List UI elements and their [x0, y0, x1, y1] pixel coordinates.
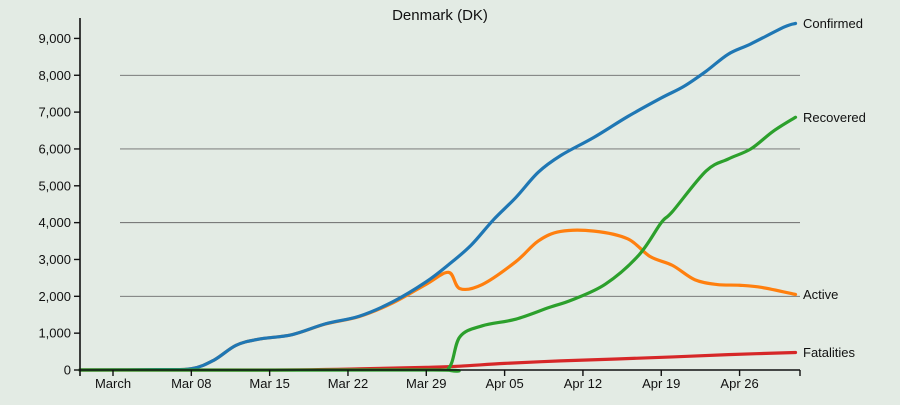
series-line-fatalities — [78, 350, 798, 372]
x-tick-label: Mar 08 — [171, 376, 211, 391]
x-tick-label: Apr 26 — [720, 376, 758, 391]
series-line-active — [78, 228, 798, 372]
x-axis-ticks: March Mar 08 Mar 15 Mar 22 Mar 29 Apr 05 Apr 1… — [95, 370, 801, 391]
series-label-confirmed: Confirmed — [803, 16, 863, 31]
y-tick-label: 3,000 — [38, 252, 71, 267]
series-line-recovered — [78, 115, 798, 373]
y-tick-label: 4,000 — [38, 215, 71, 230]
y-tick-label: 6,000 — [38, 141, 71, 156]
y-tick-label: 2,000 — [38, 289, 71, 304]
series-line-confirmed — [78, 21, 798, 372]
y-tick-label: 0 — [64, 363, 71, 378]
y-tick-label: 5,000 — [38, 178, 71, 193]
x-tick-label: Mar 15 — [249, 376, 289, 391]
y-tick-label: 1,000 — [38, 326, 71, 341]
x-tick-label: Apr 19 — [642, 376, 680, 391]
series-label-fatalities: Fatalities — [803, 345, 856, 360]
chart-title: Denmark (DK) — [392, 7, 488, 24]
series-label-active: Active — [803, 287, 838, 302]
x-tick-label: March — [95, 376, 131, 391]
x-tick-label: Mar 22 — [328, 376, 368, 391]
x-tick-label: Mar 29 — [406, 376, 446, 391]
y-tick-label: 9,000 — [38, 31, 71, 46]
y-tick-label: 7,000 — [38, 105, 71, 120]
y-axis-ticks: 0 1,000 2,000 3,000 4,000 5,000 6,000 7,000 8,00… — [38, 31, 80, 378]
x-tick-label: Apr 12 — [564, 376, 602, 391]
series-label-recovered: Recovered — [803, 110, 866, 125]
y-tick-label: 8,000 — [38, 68, 71, 83]
series-labels: Fatalities Active Confirmed Recovered — [803, 16, 866, 360]
gridlines — [120, 74, 800, 297]
axes — [79, 18, 800, 376]
x-tick-label: Apr 05 — [485, 376, 523, 391]
